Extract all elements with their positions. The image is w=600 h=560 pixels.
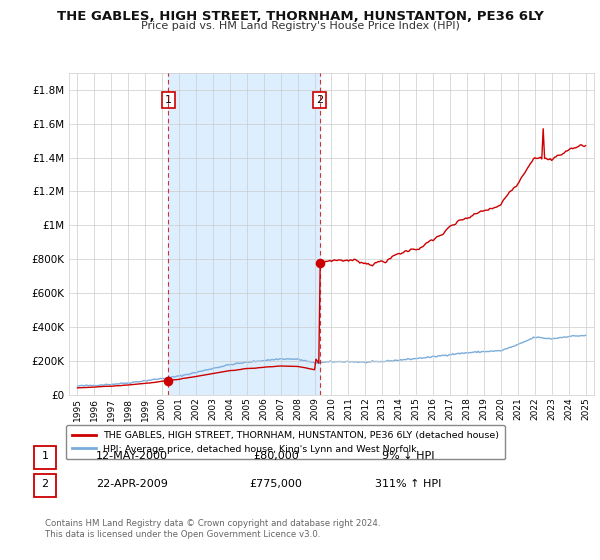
Text: £775,000: £775,000 [250, 479, 302, 489]
Legend: THE GABLES, HIGH STREET, THORNHAM, HUNSTANTON, PE36 6LY (detached house), HPI: A: THE GABLES, HIGH STREET, THORNHAM, HUNST… [67, 426, 505, 459]
Point [164, 377, 173, 386]
Text: 311% ↑ HPI: 311% ↑ HPI [375, 479, 441, 489]
Text: Price paid vs. HM Land Registry's House Price Index (HPI): Price paid vs. HM Land Registry's House … [140, 21, 460, 31]
Point [315, 259, 325, 268]
Text: 2: 2 [41, 479, 49, 489]
Text: 22-APR-2009: 22-APR-2009 [96, 479, 168, 489]
Text: 12-MAY-2000: 12-MAY-2000 [96, 451, 168, 461]
Text: £80,000: £80,000 [253, 451, 299, 461]
Text: 2: 2 [316, 95, 323, 105]
Text: 1: 1 [41, 451, 49, 461]
Text: Contains HM Land Registry data © Crown copyright and database right 2024.: Contains HM Land Registry data © Crown c… [45, 519, 380, 528]
Text: 1: 1 [165, 95, 172, 105]
Text: 9% ↓ HPI: 9% ↓ HPI [382, 451, 434, 461]
Bar [169, 73, 320, 395]
Text: THE GABLES, HIGH STREET, THORNHAM, HUNSTANTON, PE36 6LY: THE GABLES, HIGH STREET, THORNHAM, HUNST… [56, 10, 544, 23]
Text: This data is licensed under the Open Government Licence v3.0.: This data is licensed under the Open Gov… [45, 530, 320, 539]
